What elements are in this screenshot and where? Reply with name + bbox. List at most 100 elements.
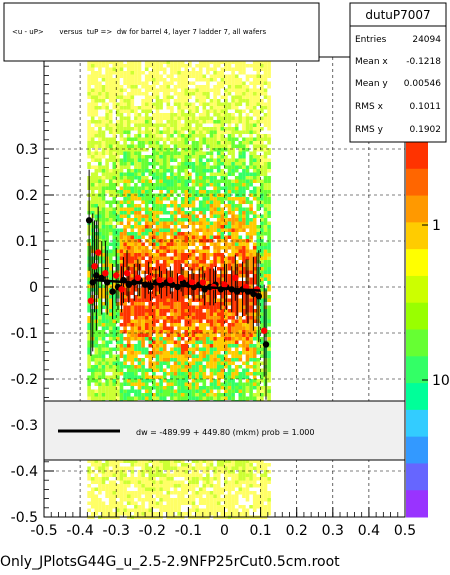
density-cell bbox=[144, 379, 149, 383]
density-cell bbox=[119, 113, 124, 117]
density-cell bbox=[101, 85, 106, 89]
density-cell bbox=[177, 246, 181, 250]
density-cell bbox=[267, 274, 271, 278]
density-cell bbox=[209, 207, 214, 211]
density-cell bbox=[184, 92, 189, 96]
density-cell bbox=[130, 326, 135, 330]
density-cell bbox=[105, 190, 109, 194]
density-cell bbox=[238, 396, 243, 400]
density-cell bbox=[177, 253, 181, 257]
density-cell bbox=[141, 368, 145, 372]
density-cell bbox=[134, 284, 138, 288]
density-cell bbox=[144, 246, 149, 250]
density-cell bbox=[116, 169, 120, 173]
density-cell bbox=[166, 225, 171, 229]
density-cell bbox=[209, 144, 214, 148]
density-cell bbox=[238, 116, 243, 120]
density-cell bbox=[105, 368, 109, 372]
density-cell bbox=[166, 144, 171, 148]
density-cell bbox=[263, 274, 268, 278]
density-cell bbox=[202, 88, 207, 92]
density-cell bbox=[87, 295, 91, 299]
density-cell bbox=[260, 214, 264, 218]
density-cell bbox=[177, 99, 181, 103]
density-cell bbox=[191, 249, 196, 253]
density-cell bbox=[152, 260, 156, 264]
density-cell bbox=[242, 137, 246, 141]
density-cell bbox=[234, 186, 239, 190]
density-cell bbox=[98, 99, 102, 103]
density-cell bbox=[144, 165, 149, 169]
density-cell bbox=[130, 95, 135, 99]
density-cell bbox=[108, 277, 113, 281]
density-cell bbox=[173, 186, 178, 190]
density-cell bbox=[130, 197, 135, 201]
density-cell bbox=[238, 333, 243, 337]
density-cell bbox=[144, 120, 149, 124]
density-cell bbox=[188, 92, 192, 96]
density-cell bbox=[231, 155, 235, 159]
density-cell bbox=[249, 158, 253, 162]
density-cell bbox=[173, 158, 178, 162]
density-cell bbox=[267, 190, 271, 194]
density-cell bbox=[134, 365, 138, 369]
density-cell bbox=[162, 235, 167, 239]
density-cell bbox=[141, 291, 145, 295]
density-cell bbox=[245, 179, 250, 183]
density-cell bbox=[202, 249, 207, 253]
density-cell bbox=[155, 130, 160, 134]
density-cell bbox=[148, 162, 153, 166]
density-cell bbox=[130, 172, 135, 176]
density-cell bbox=[238, 190, 243, 194]
density-cell bbox=[252, 141, 257, 145]
density-cell bbox=[242, 382, 246, 386]
density-cell bbox=[267, 64, 271, 68]
density-cell bbox=[98, 298, 102, 302]
density-cell bbox=[152, 134, 156, 138]
density-cell bbox=[159, 74, 163, 78]
density-cell bbox=[198, 183, 203, 187]
density-cell bbox=[177, 337, 181, 341]
density-cell bbox=[105, 88, 109, 92]
density-cell bbox=[173, 295, 178, 299]
density-cell bbox=[252, 67, 257, 71]
density-cell bbox=[87, 316, 91, 320]
density-cell bbox=[90, 365, 95, 369]
density-cell bbox=[256, 379, 261, 383]
density-cell bbox=[242, 211, 246, 215]
density-cell bbox=[116, 106, 120, 110]
density-cell bbox=[188, 204, 192, 208]
density-cell bbox=[198, 88, 203, 92]
density-cell bbox=[227, 260, 232, 264]
density-cell bbox=[177, 382, 181, 386]
density-cell bbox=[87, 141, 91, 145]
density-cell bbox=[141, 172, 145, 176]
density-cell bbox=[252, 330, 257, 334]
density-cell bbox=[155, 144, 160, 148]
density-cell bbox=[191, 106, 196, 110]
density-cell bbox=[227, 144, 232, 148]
density-cell bbox=[227, 316, 232, 320]
density-cell bbox=[134, 88, 138, 92]
density-cell bbox=[202, 176, 207, 180]
density-cell bbox=[191, 116, 196, 120]
density-cell bbox=[216, 71, 221, 75]
density-cell bbox=[144, 375, 149, 379]
density-cell bbox=[188, 64, 192, 68]
density-cell bbox=[249, 295, 253, 299]
density-cell bbox=[155, 386, 160, 390]
density-cell bbox=[206, 249, 210, 253]
density-cell bbox=[152, 312, 156, 316]
density-cell bbox=[116, 179, 120, 183]
density-cell bbox=[249, 232, 253, 236]
density-cell bbox=[267, 158, 271, 162]
density-cell bbox=[220, 330, 225, 334]
density-cell bbox=[116, 109, 120, 113]
density-cell bbox=[98, 130, 102, 134]
density-cell bbox=[242, 242, 246, 246]
density-cell bbox=[173, 116, 178, 120]
density-cell bbox=[170, 393, 174, 397]
density-cell bbox=[112, 67, 117, 71]
density-cell bbox=[119, 74, 124, 78]
density-cell bbox=[98, 162, 102, 166]
